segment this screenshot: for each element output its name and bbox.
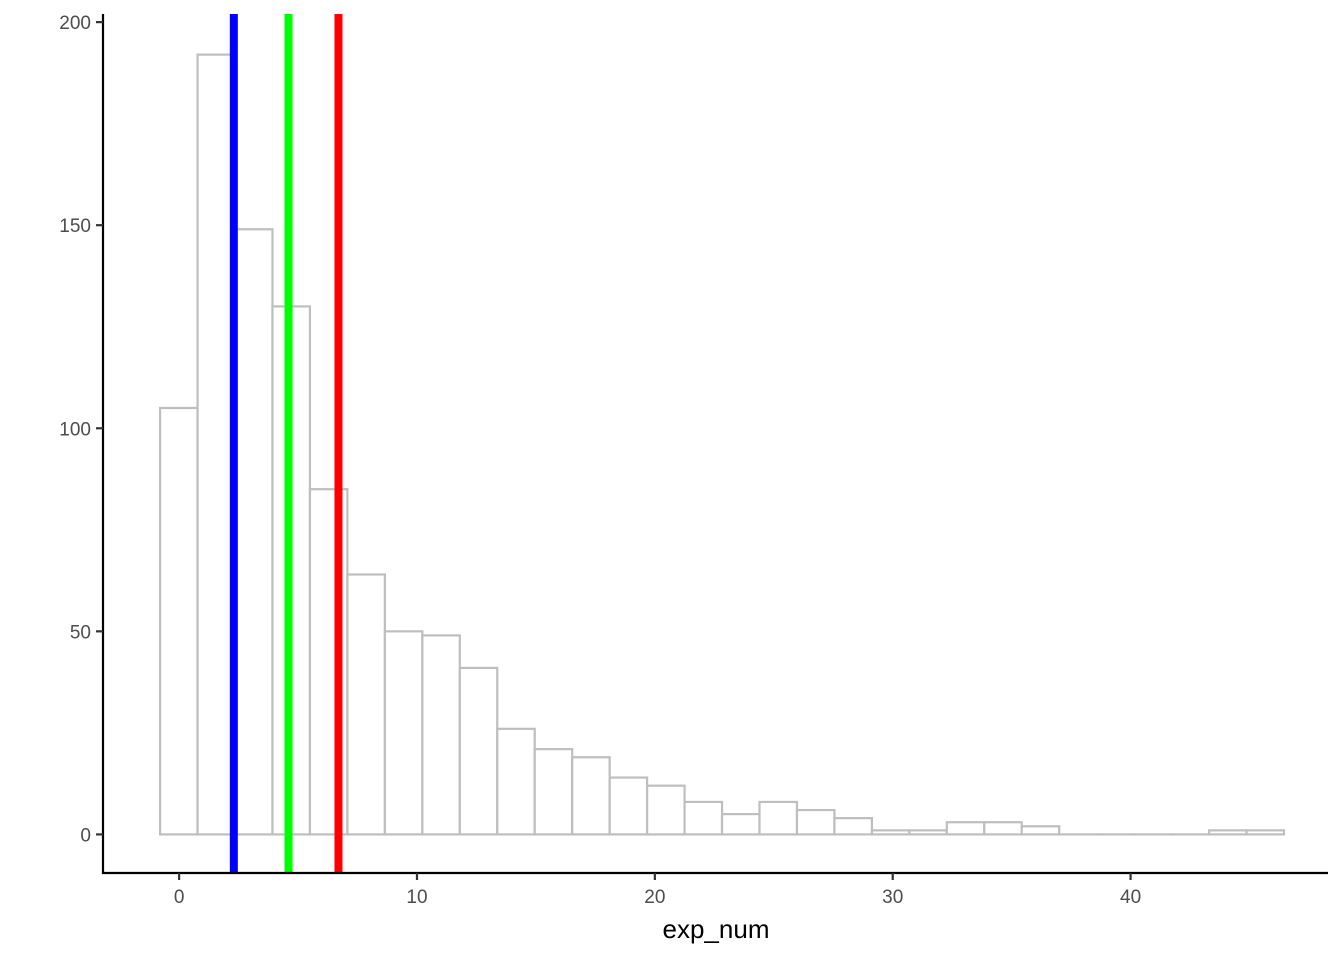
x-axis-title: exp_num xyxy=(663,914,770,944)
histogram-bar xyxy=(683,800,724,836)
y-tick-label: 0 xyxy=(80,825,91,846)
histogram-bar xyxy=(1020,825,1061,836)
histogram-bar xyxy=(1245,829,1286,836)
histogram-bar xyxy=(458,666,499,836)
histogram-bar xyxy=(720,813,761,836)
x-tick-label: 10 xyxy=(406,887,427,908)
x-tick-label: 0 xyxy=(174,887,185,908)
axes: 0 50 100 150 200 0 10 20 30 40 xyxy=(59,13,1328,908)
histogram-bar xyxy=(646,784,686,836)
histogram-bar xyxy=(758,800,799,836)
x-tick-label: 40 xyxy=(1120,887,1141,908)
histogram-bar xyxy=(196,53,237,836)
histogram-bar xyxy=(795,808,836,836)
x-tick-label: 20 xyxy=(644,887,665,908)
histogram-bar xyxy=(571,756,611,836)
histogram-bar xyxy=(833,817,873,836)
histogram-bars xyxy=(158,53,1286,836)
histogram-bar xyxy=(945,821,986,836)
histogram-bar xyxy=(346,573,386,836)
y-tick-label: 100 xyxy=(59,419,91,440)
histogram-bar xyxy=(908,829,948,836)
histogram-bar xyxy=(983,821,1023,836)
histogram-bar xyxy=(421,634,461,836)
y-tick-label: 150 xyxy=(59,216,91,237)
histogram-bar xyxy=(608,776,649,836)
histogram-bar xyxy=(233,228,274,836)
histogram-bar xyxy=(870,829,911,836)
histogram-bar xyxy=(383,630,424,836)
histogram-bar xyxy=(533,748,574,836)
histogram-bar xyxy=(158,406,199,836)
x-tick-label: 30 xyxy=(882,887,903,908)
histogram-bar xyxy=(496,727,536,836)
y-tick-label: 50 xyxy=(70,622,91,643)
y-tick-label: 200 xyxy=(59,13,91,34)
reference-lines xyxy=(229,14,343,873)
histogram-bar xyxy=(1207,829,1248,836)
